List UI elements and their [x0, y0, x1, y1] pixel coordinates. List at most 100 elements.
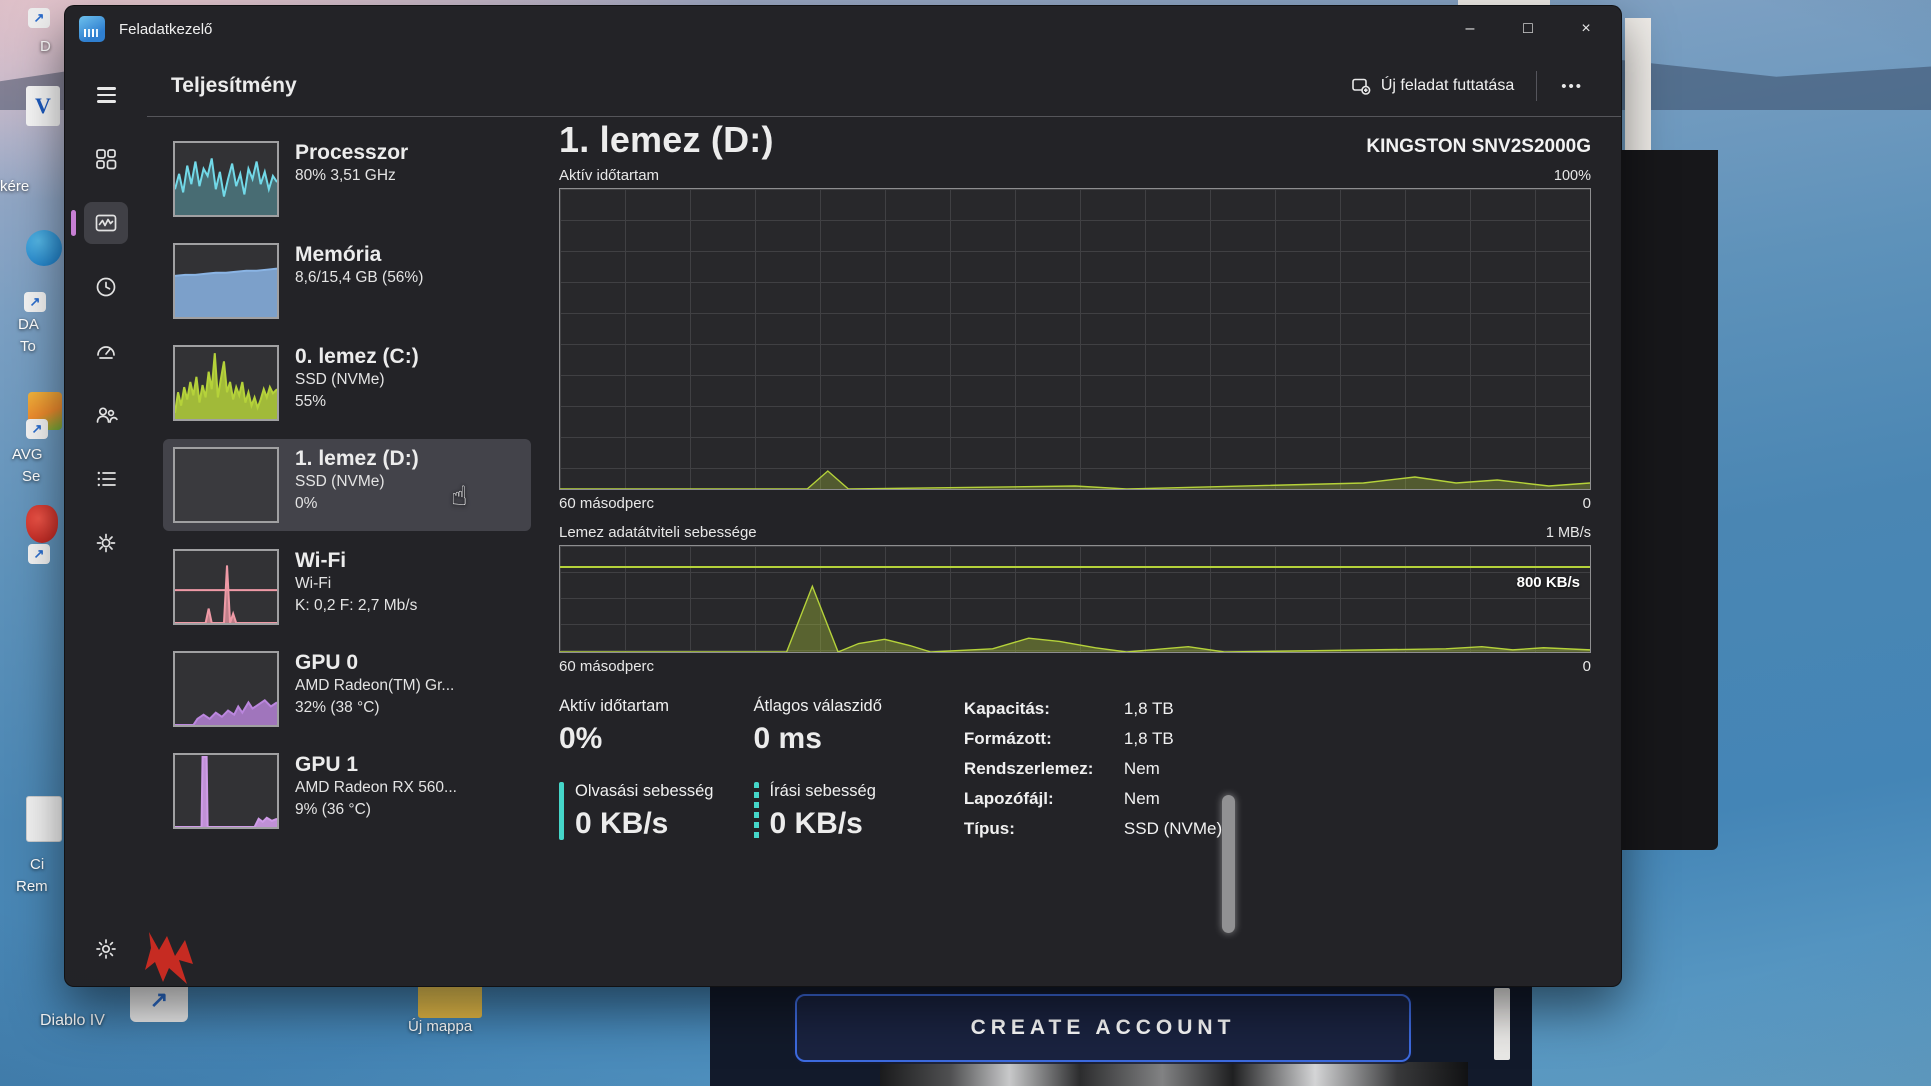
stat-value: 0 KB/s — [575, 807, 669, 840]
x-axis-left-label: 60 másodperc — [559, 495, 655, 512]
desktop-icon-label: AVG — [12, 446, 43, 463]
settings-gear-icon — [96, 939, 116, 959]
create-account-button[interactable]: CREATE ACCOUNT — [795, 994, 1411, 1062]
page-scrollbar[interactable] — [1494, 988, 1510, 1060]
x-axis-right-label: 0 — [1582, 658, 1591, 675]
gpu1-sparkline — [173, 753, 279, 829]
window-title: Feladatkezelő — [119, 20, 213, 38]
desktop-shortcut-icon[interactable]: ↗ — [24, 292, 46, 312]
task-manager-app-icon — [79, 16, 105, 42]
disk-info-table: Kapacitás: 1,8 TB Formázott: 1,8 TB Rend… — [964, 697, 1222, 849]
stat-value: 0 ms — [753, 722, 822, 755]
list-item-disk1[interactable]: 1. lemez (D:) SSD (NVMe) 0% ☝ — [163, 439, 531, 531]
titlebar[interactable]: Feladatkezelő – □ × — [65, 6, 1621, 52]
list-item-sub: AMD Radeon RX 560... — [295, 779, 457, 797]
info-value: 1,8 TB — [1123, 729, 1174, 748]
nav-item-processes[interactable] — [84, 138, 128, 180]
header-separator — [1536, 71, 1538, 101]
background-dark-window — [1620, 150, 1718, 850]
list-item-gpu0[interactable]: GPU 0 AMD Radeon(TM) Gr... 32% (38 °C) — [163, 643, 531, 735]
nav-item-app-history[interactable] — [84, 266, 128, 308]
x-axis-right-label: 0 — [1582, 495, 1591, 512]
desktop-shortcut-icon[interactable]: ↗ — [28, 8, 50, 28]
list-item-title: GPU 0 — [295, 651, 359, 674]
desktop-shortcut-icon[interactable]: ↗ — [26, 419, 48, 439]
blue-app-icon[interactable] — [26, 230, 62, 266]
list-item-cpu[interactable]: Processzor 80% 3,51 GHz — [163, 133, 531, 225]
header-divider — [147, 116, 1621, 117]
hamburger-icon — [96, 87, 116, 103]
run-new-task-icon — [1352, 78, 1371, 95]
users-icon — [96, 407, 118, 424]
list-item-title: Wi-Fi — [295, 549, 347, 572]
list-item-gpu1[interactable]: GPU 1 AMD Radeon RX 560... 9% (36 °C) — [163, 745, 531, 837]
nav-item-details[interactable] — [84, 458, 128, 500]
info-row: Formázott: 1,8 TB — [964, 729, 1222, 749]
device-name: KINGSTON SNV2S2000G — [1366, 136, 1591, 157]
disk-detail-panel: 1. lemez (D:) KINGSTON SNV2S2000G Aktív … — [539, 117, 1621, 986]
more-options-button[interactable]: ••• — [1561, 77, 1583, 95]
list-item-disk0[interactable]: 0. lemez (C:) SSD (NVMe) 55% — [163, 337, 531, 429]
wifi-sparkline — [173, 549, 279, 625]
info-label: Rendszerlemez: — [963, 759, 1094, 778]
x-axis-left-label: 60 másodperc — [559, 658, 655, 675]
run-new-task-label: Új feladat futtatása — [1380, 77, 1515, 94]
nav-item-performance[interactable] — [71, 202, 128, 244]
disk0-sparkline — [173, 345, 279, 421]
list-item-sub: 55% — [295, 392, 327, 410]
list-item-sub: K: 0,2 F: 2,7 Mb/s — [295, 596, 418, 614]
gpu0-sparkline — [173, 651, 279, 727]
list-item-sub: 0% — [295, 494, 318, 512]
nav-item-startup-apps[interactable] — [84, 330, 128, 372]
list-item-title: 1. lemez (D:) — [295, 447, 419, 470]
hamburger-menu-button[interactable] — [84, 74, 128, 116]
list-item-sub: 8,6/15,4 GB (56%) — [295, 269, 424, 287]
maximize-button[interactable]: □ — [1523, 20, 1533, 37]
white-document-icon[interactable] — [26, 796, 62, 842]
mouse-hand-cursor: ☝ — [451, 481, 468, 512]
active-time-chart-max: 100% — [1553, 168, 1591, 184]
stat-label: Átlagos válaszidő — [753, 697, 882, 715]
stat-label: Aktív időtartam — [559, 697, 670, 715]
read-speed-stat: Olvasási sebesség 0 KB/s — [559, 782, 714, 841]
nav-item-services[interactable] — [84, 522, 128, 564]
stat-label: Írási sebesség — [769, 782, 876, 800]
info-row: Kapacitás: 1,8 TB — [964, 699, 1222, 719]
page-title: Teljesítmény — [171, 74, 297, 97]
services-gear-icon — [96, 533, 116, 553]
info-row: Típus: SSD (NVMe) — [964, 819, 1222, 839]
info-row: Rendszerlemez: Nem — [964, 759, 1222, 779]
list-item-wifi[interactable]: Wi-Fi Wi-Fi K: 0,2 F: 2,7 Mb/s — [163, 541, 531, 633]
minimize-button[interactable]: – — [1465, 20, 1475, 37]
response-time-stat: Átlagos válaszidő 0 ms — [754, 697, 882, 756]
list-item-sub: 80% 3,51 GHz — [295, 167, 396, 185]
list-item-title: Memória — [295, 243, 382, 266]
nav-item-users[interactable] — [84, 394, 128, 436]
list-item-sub: SSD (NVMe) — [295, 371, 385, 389]
settings-button[interactable] — [84, 928, 128, 970]
memory-sparkline — [173, 243, 279, 319]
transfer-chart-max: 1 MB/s — [1545, 525, 1591, 541]
run-new-task-button[interactable]: Új feladat futtatása — [1341, 70, 1524, 102]
processes-icon — [96, 149, 117, 170]
cpu-sparkline — [173, 141, 279, 217]
startup-gauge-icon — [97, 346, 115, 359]
page-photo-strip — [880, 1062, 1468, 1086]
transfer-chart-label: Lemez adatátviteli sebessége — [559, 524, 757, 541]
list-item-sub: 32% (38 °C) — [295, 698, 380, 716]
close-button[interactable]: × — [1581, 20, 1591, 37]
list-item-sub: Wi-Fi — [295, 575, 332, 593]
details-list-icon — [97, 471, 116, 487]
list-item-title: GPU 1 — [295, 753, 359, 776]
stat-label: Olvasási sebesség — [575, 782, 714, 800]
screen-glare — [1222, 795, 1235, 933]
desktop-shortcut-icon[interactable]: ↗ — [28, 544, 50, 564]
transfer-rate-chart: 800 KB/s — [559, 545, 1591, 653]
desktop-icon-label: Rem — [16, 878, 48, 895]
word-document-icon[interactable]: V — [26, 86, 60, 126]
task-manager-window: Feladatkezelő – □ × — [64, 5, 1622, 987]
desktop-icon-label: DA — [18, 316, 39, 333]
red-app-icon[interactable] — [26, 505, 58, 543]
diablo-label: Diablo IV — [40, 1012, 105, 1029]
list-item-memory[interactable]: Memória 8,6/15,4 GB (56%) — [163, 235, 531, 327]
